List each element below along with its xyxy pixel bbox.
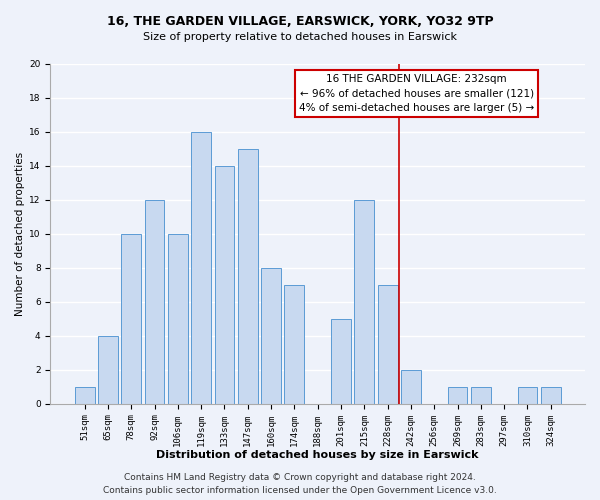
- Bar: [471, 387, 491, 404]
- Text: Size of property relative to detached houses in Earswick: Size of property relative to detached ho…: [143, 32, 457, 42]
- Bar: [215, 166, 235, 404]
- Bar: [74, 387, 95, 404]
- Bar: [448, 387, 467, 404]
- Bar: [261, 268, 281, 404]
- Text: 16, THE GARDEN VILLAGE, EARSWICK, YORK, YO32 9TP: 16, THE GARDEN VILLAGE, EARSWICK, YORK, …: [107, 15, 493, 28]
- Bar: [284, 284, 304, 404]
- Bar: [331, 319, 351, 404]
- Bar: [355, 200, 374, 404]
- Text: 16 THE GARDEN VILLAGE: 232sqm
← 96% of detached houses are smaller (121)
4% of s: 16 THE GARDEN VILLAGE: 232sqm ← 96% of d…: [299, 74, 534, 114]
- Bar: [518, 387, 538, 404]
- Text: Contains HM Land Registry data © Crown copyright and database right 2024.
Contai: Contains HM Land Registry data © Crown c…: [103, 474, 497, 495]
- Bar: [121, 234, 141, 404]
- Bar: [98, 336, 118, 404]
- Bar: [168, 234, 188, 404]
- X-axis label: Distribution of detached houses by size in Earswick: Distribution of detached houses by size …: [157, 450, 479, 460]
- Bar: [238, 148, 257, 404]
- Bar: [378, 284, 398, 404]
- Bar: [401, 370, 421, 404]
- Y-axis label: Number of detached properties: Number of detached properties: [15, 152, 25, 316]
- Bar: [541, 387, 560, 404]
- Bar: [145, 200, 164, 404]
- Bar: [191, 132, 211, 404]
